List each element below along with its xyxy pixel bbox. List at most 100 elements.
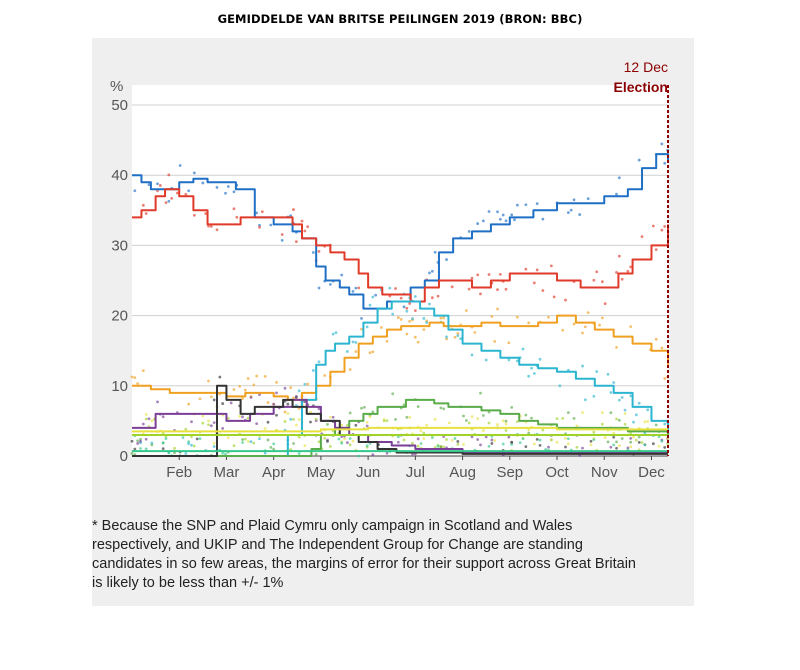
poll-dot: [255, 374, 259, 378]
poll-dot: [184, 452, 188, 455]
poll-dot: [445, 337, 448, 341]
poll-dot: [487, 210, 491, 213]
poll-dot: [238, 414, 242, 418]
poll-dot: [328, 445, 332, 448]
poll-dot: [190, 435, 193, 439]
poll-dot: [218, 375, 222, 379]
poll-dot: [192, 213, 196, 217]
poll-dot: [192, 444, 196, 448]
x-tick-label: Jul: [406, 464, 425, 481]
poll-dot: [510, 405, 514, 409]
poll-dot: [141, 203, 145, 207]
poll-dot: [402, 403, 406, 407]
poll-dot: [643, 443, 647, 447]
poll-dot: [615, 271, 618, 274]
poll-dot: [184, 427, 188, 431]
poll-dot: [564, 436, 567, 440]
poll-dot: [592, 430, 596, 434]
poll-dot: [476, 222, 480, 225]
poll-dot: [595, 370, 599, 373]
poll-dot: [173, 446, 176, 450]
poll-dot: [413, 309, 417, 313]
poll-dot: [317, 286, 321, 290]
poll-dot: [178, 164, 182, 167]
poll-dot: [368, 303, 372, 307]
election-label: Election: [614, 79, 668, 95]
poll-dot: [527, 321, 531, 325]
poll-dot: [139, 437, 142, 441]
poll-dot: [555, 440, 559, 444]
poll-dot: [226, 185, 230, 188]
poll-dot: [402, 305, 406, 309]
poll-dot: [348, 368, 352, 371]
poll-dot: [654, 248, 658, 252]
x-tick-label: Dec: [638, 464, 665, 481]
poll-dot: [521, 347, 525, 351]
poll-dot: [187, 402, 191, 406]
poll-dot: [575, 445, 579, 449]
poll-dot: [453, 335, 457, 339]
poll-dot: [592, 278, 596, 282]
poll-dot: [167, 451, 171, 455]
poll-dot: [498, 217, 502, 221]
poll-dot: [558, 384, 562, 388]
poll-dot: [473, 331, 477, 334]
poll-dot: [629, 436, 633, 440]
poll-dot: [436, 294, 440, 298]
poll-dot: [371, 350, 375, 354]
x-tick-label: Feb: [166, 464, 192, 481]
poll-dot: [317, 440, 321, 444]
poll-dot: [326, 440, 329, 443]
poll-dot: [600, 411, 604, 415]
poll-dot: [252, 383, 256, 387]
poll-dot: [351, 289, 355, 293]
poll-dot: [623, 408, 627, 412]
series-line: [132, 314, 669, 401]
poll-dot: [286, 402, 290, 406]
poll-dot: [518, 441, 522, 445]
poll-dot: [535, 437, 539, 441]
poll-dot: [555, 417, 559, 421]
poll-dot: [416, 340, 420, 344]
poll-dot: [136, 439, 140, 443]
poll-dot: [328, 415, 332, 419]
poll-dot: [354, 340, 358, 344]
poll-dot: [266, 438, 270, 442]
poll-dot: [541, 217, 545, 221]
poll-dot: [538, 443, 542, 447]
poll-dot: [345, 423, 349, 427]
poll-dot: [207, 224, 210, 228]
poll-dot: [212, 445, 216, 448]
poll-dot: [634, 438, 638, 442]
poll-dot: [615, 192, 618, 196]
chart: 0 10 20 30 40 50% Feb Mar Apr May Jun Jul Aug Sep Oct N…: [110, 59, 669, 481]
poll-dot: [470, 353, 474, 357]
page-title: GEMIDDELDE VAN BRITSE PEILINGEN 2019 (BR…: [217, 12, 583, 26]
poll-dot: [603, 302, 607, 306]
poll-dot: [527, 428, 531, 432]
poll-dot: [456, 332, 460, 335]
poll-dot: [504, 429, 508, 432]
poll-dot: [530, 366, 533, 370]
x-tick-label: Nov: [591, 464, 618, 481]
poll-dot: [425, 321, 429, 324]
poll-dot: [600, 422, 604, 426]
poll-dot: [269, 445, 273, 449]
y-tick-label: 50: [111, 97, 128, 114]
poll-dot: [462, 443, 465, 446]
poll-dot: [190, 443, 193, 447]
poll-dot: [663, 446, 667, 449]
poll-dot: [241, 397, 244, 400]
poll-dot: [402, 438, 406, 442]
poll-dot: [246, 416, 250, 420]
poll-dot: [221, 451, 225, 455]
poll-dot: [252, 441, 256, 445]
poll-dot: [345, 350, 349, 353]
poll-dot: [566, 437, 570, 441]
poll-dot: [538, 357, 542, 361]
poll-dot: [660, 346, 664, 350]
poll-dot: [323, 374, 327, 377]
poll-dot: [371, 410, 375, 414]
poll-dot: [663, 377, 667, 380]
poll-dot: [606, 440, 610, 444]
